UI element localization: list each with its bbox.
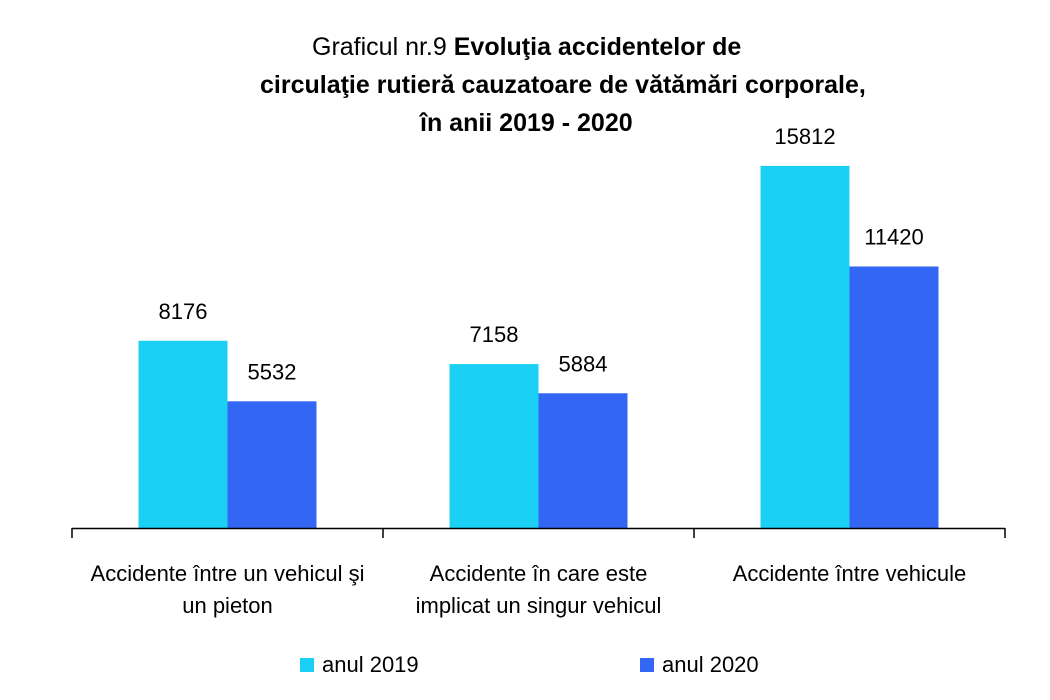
data-label-3-1: 15812 bbox=[774, 124, 835, 149]
data-label-2-1: 7158 bbox=[470, 322, 519, 347]
data-label-3-2: 11420 bbox=[864, 224, 924, 249]
category-label-line: Accidente între vehicule bbox=[732, 561, 967, 586]
legend-item-1: anul 2019 bbox=[300, 652, 419, 678]
title-line-2: circulaţie rutieră cauzatoare de vătămăr… bbox=[260, 71, 866, 99]
bar-2-2 bbox=[538, 393, 628, 528]
category-label-line: un pieton bbox=[182, 593, 273, 618]
bar-1-1 bbox=[138, 340, 228, 528]
title-line-1: Evoluţia accidentelor de bbox=[453, 33, 742, 61]
bar-3-2 bbox=[849, 266, 939, 528]
title-prefix: Graficul nr.9 bbox=[312, 33, 447, 61]
legend-label: anul 2019 bbox=[322, 652, 419, 677]
data-labels-layer: 8176 5532 7158 5884 15812 11420 bbox=[159, 124, 924, 384]
legend-swatch bbox=[640, 658, 654, 672]
category-label-line: implicat un singur vehicul bbox=[415, 593, 662, 618]
legend-item-2: anul 2020 bbox=[640, 652, 759, 678]
data-label-1-1: 8176 bbox=[159, 299, 208, 324]
category-label-3: Accidente între vehicule bbox=[690, 558, 1010, 590]
bar-3-1 bbox=[760, 165, 850, 528]
legend-label: anul 2020 bbox=[662, 652, 759, 677]
x-axis bbox=[71, 527, 1006, 538]
title-line-3: în anii 2019 - 2020 bbox=[420, 109, 633, 137]
bar-2-1 bbox=[449, 364, 539, 528]
bars-layer bbox=[138, 165, 939, 528]
bar-1-2 bbox=[227, 401, 317, 528]
data-label-1-2: 5532 bbox=[248, 359, 297, 384]
legend-swatch bbox=[300, 658, 314, 672]
data-label-2-2: 5884 bbox=[559, 351, 608, 376]
category-label-2: Accidente în care este implicat un singur… bbox=[379, 558, 699, 622]
category-label-line: Accidente în care este bbox=[429, 561, 648, 586]
category-label-line: Accidente între un vehicul şi bbox=[90, 561, 365, 586]
category-label-1: Accidente între un vehicul şi un pieton bbox=[68, 558, 388, 622]
